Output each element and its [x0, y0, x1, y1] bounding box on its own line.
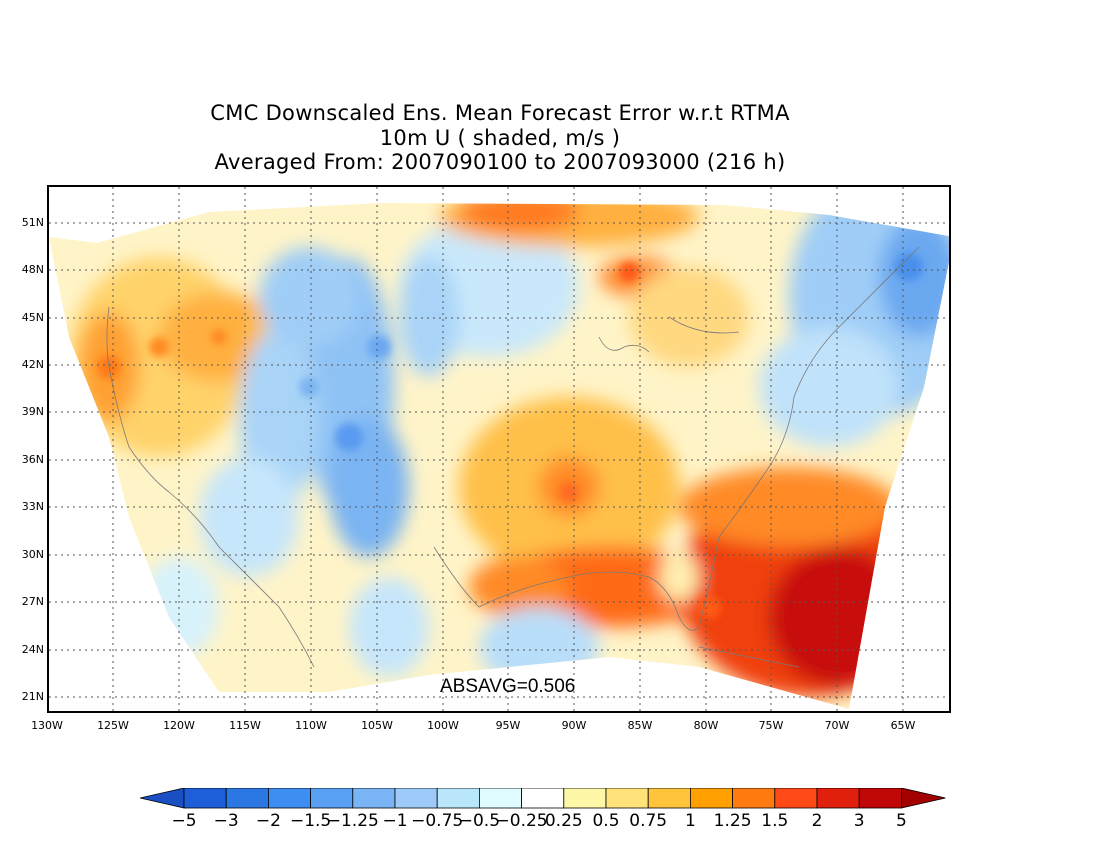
lon-tick-label: 75W: [758, 719, 784, 732]
colorbar-tick-label: 0.25: [544, 811, 583, 831]
lon-tick-label: 115W: [229, 719, 261, 732]
colorbar-swatch: [352, 788, 396, 809]
colorbar: [140, 788, 946, 809]
title-line-3: Averaged From: 2007090100 to 2007093000 …: [214, 150, 786, 174]
colorbar-swatch: [732, 788, 776, 809]
colorbar-swatch: [436, 788, 480, 809]
colorbar-tick-label: 1: [684, 811, 696, 831]
colorbar-tick-label: −0.5: [458, 811, 501, 831]
colorbar-tick-label: −0.75: [411, 811, 464, 831]
colorbar-swatch: [858, 788, 902, 809]
lat-tick-label: 33N: [21, 500, 44, 513]
shaded-field-map: [49, 187, 949, 711]
lon-tick-label: 110W: [295, 719, 327, 732]
lon-tick-label: 120W: [163, 719, 195, 732]
colorbar-tick-label: −3: [213, 811, 239, 831]
lon-tick-label: 70W: [824, 719, 850, 732]
colorbar-over-arrow: [901, 788, 946, 809]
colorbar-tick-label: 1.25: [713, 811, 752, 831]
lat-tick-label: 42N: [21, 358, 44, 371]
title-line-2: 10m U ( shaded, m/s ): [379, 126, 621, 150]
colorbar-swatch: [225, 788, 269, 809]
colorbar-swatch: [774, 788, 818, 809]
lat-tick-label: 51N: [21, 216, 44, 229]
coastlines: [106, 246, 920, 668]
gridlines: [49, 187, 949, 711]
colorbar-tick-label: −1: [382, 811, 408, 831]
lon-tick-label: 130W: [31, 719, 63, 732]
lon-tick-label: 65W: [890, 719, 916, 732]
map-panel: [47, 185, 951, 713]
lat-tick-label: 39N: [21, 405, 44, 418]
lat-tick-label: 21N: [21, 690, 44, 703]
lon-tick-label: 95W: [495, 719, 521, 732]
lon-tick-label: 100W: [427, 719, 459, 732]
lat-tick-label: 45N: [21, 311, 44, 324]
colorbar-tick-label: 1.5: [761, 811, 789, 831]
colorbar-swatch: [267, 788, 311, 809]
lat-tick-label: 27N: [21, 595, 44, 608]
colorbar-tick-label: 2: [811, 811, 823, 831]
colorbar-swatch: [605, 788, 649, 809]
shading-layer: [49, 203, 949, 709]
lon-tick-label: 105W: [361, 719, 393, 732]
colorbar-swatch: [647, 788, 691, 809]
lon-tick-label: 90W: [561, 719, 587, 732]
lon-tick-label: 125W: [97, 719, 129, 732]
lon-tick-label: 80W: [693, 719, 719, 732]
colorbar-swatch: [563, 788, 607, 809]
colorbar-tick-label: −5: [171, 811, 197, 831]
colorbar-under-arrow: [140, 788, 185, 809]
colorbar-tick-label: −1.25: [326, 811, 379, 831]
colorbar-swatch: [521, 788, 565, 809]
colorbar-tick-label: −0.25: [495, 811, 548, 831]
colorbar-swatch: [816, 788, 860, 809]
lon-tick-label: 85W: [627, 719, 653, 732]
colorbar-swatch: [310, 788, 354, 809]
colorbar-swatch: [690, 788, 734, 809]
colorbar-tick-label: 0.5: [592, 811, 620, 831]
colorbar-tick-label: 3: [853, 811, 865, 831]
absavg-annotation: ABSAVG=0.506: [440, 676, 576, 697]
colorbar-swatch: [478, 788, 522, 809]
lat-tick-label: 30N: [21, 548, 44, 561]
lat-tick-label: 36N: [21, 453, 44, 466]
colorbar-tick-label: 5: [895, 811, 907, 831]
colorbar-tick-label: −2: [255, 811, 281, 831]
colorbar-tick-label: −1.5: [289, 811, 332, 831]
colorbar-tick-label: 0.75: [629, 811, 668, 831]
lat-tick-label: 24N: [21, 643, 44, 656]
colorbar-swatch: [183, 788, 227, 809]
colorbar-swatch: [394, 788, 438, 809]
title-line-1: CMC Downscaled Ens. Mean Forecast Error …: [210, 101, 790, 125]
lat-tick-label: 48N: [21, 263, 44, 276]
